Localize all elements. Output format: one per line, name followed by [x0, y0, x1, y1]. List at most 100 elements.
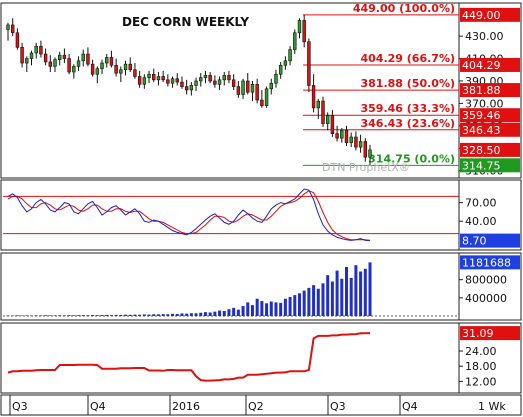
volume-bar — [138, 314, 142, 316]
volume-bar — [100, 315, 104, 316]
x-tick-label: Q3 — [330, 400, 346, 413]
panel-frame-oi — [0, 322, 522, 394]
volume-bar — [39, 315, 43, 316]
volume-bar — [105, 314, 109, 316]
volume-bar — [124, 314, 128, 316]
candle-body — [39, 45, 43, 55]
candle-body — [302, 20, 306, 43]
candle-body — [15, 32, 20, 48]
volume-bar — [222, 311, 226, 316]
volume-bar — [44, 315, 48, 316]
volume-bar — [241, 306, 245, 316]
candle-body — [133, 69, 137, 77]
candle-body — [10, 24, 15, 34]
candle-body — [293, 32, 297, 50]
fib-label: 359.46 (33.3%) — [361, 102, 456, 115]
volume-bar — [152, 314, 156, 316]
chart-title: DEC CORN WEEKLY — [122, 15, 249, 29]
candle-body — [325, 115, 330, 124]
candle-body — [62, 54, 67, 59]
volume-bar — [77, 315, 81, 316]
candle-body — [142, 77, 147, 85]
candle-body — [288, 49, 292, 62]
y-tick-label-price: 370.00 — [465, 97, 504, 110]
stoch-last-badge: 8.70 — [462, 235, 487, 248]
volume-bar — [189, 313, 193, 316]
volume-bar — [81, 315, 85, 316]
volume-bar — [128, 314, 132, 316]
volume-bar — [232, 307, 236, 316]
candle-body — [6, 24, 10, 30]
y-tick-label-oi: 12.00 — [465, 375, 497, 388]
candle-body — [217, 79, 222, 85]
candle-body — [105, 57, 109, 64]
volume-bar — [349, 277, 353, 316]
volume-panel — [3, 262, 459, 317]
candle-body — [335, 133, 339, 139]
y-tick-label-oi: 24.00 — [465, 345, 497, 358]
volume-bar — [316, 288, 320, 316]
volume-bar — [114, 314, 118, 316]
candle-body — [349, 136, 353, 143]
x-tick-label: Q2 — [248, 400, 264, 413]
volume-bar — [180, 313, 184, 316]
fib-badge-bg — [460, 108, 520, 123]
panel-frame-stoch — [0, 179, 522, 251]
candle-body — [180, 81, 184, 87]
fib-badge: 381.88 — [462, 84, 501, 97]
candle-body — [72, 66, 76, 73]
candle-body — [29, 52, 34, 59]
y-tick-label-stoch: 40.00 — [465, 215, 497, 228]
candle-body — [189, 85, 194, 91]
candle-body — [156, 76, 161, 81]
volume-bar — [297, 293, 301, 316]
volume-last-badge-bg — [460, 255, 520, 270]
volume-bar — [269, 301, 273, 316]
fib-badge-bg — [460, 7, 520, 22]
candle-body — [81, 53, 85, 62]
candle-body — [250, 84, 255, 93]
candle-body — [241, 80, 245, 95]
candle-body — [255, 84, 259, 101]
volume-bar — [30, 315, 34, 316]
oi-last-badge-bg — [460, 326, 520, 341]
candle-body — [344, 129, 349, 143]
volume-bar — [344, 266, 348, 316]
volume-bar — [48, 315, 52, 316]
volume-bar — [147, 314, 151, 316]
candle-body — [119, 69, 123, 74]
candle-body — [170, 78, 175, 84]
last-price-badge: 328.50 — [462, 144, 501, 157]
candle-body — [76, 60, 81, 67]
volume-bar — [72, 315, 76, 316]
fib-label: 404.29 (66.7%) — [361, 52, 456, 65]
fib-badge: 346.43 — [462, 124, 501, 137]
volume-bar — [95, 315, 99, 316]
volume-bar — [156, 314, 160, 316]
volume-bar — [86, 315, 90, 316]
x-tick-label: Q4 — [402, 400, 418, 413]
volume-bar — [199, 312, 203, 316]
candle-body — [368, 149, 372, 158]
candle-body — [283, 60, 288, 66]
volume-bar — [34, 315, 38, 316]
candle-body — [114, 64, 118, 74]
fib-badge: 404.29 — [462, 59, 501, 72]
candle-body — [363, 141, 368, 158]
volume-bar — [58, 315, 62, 316]
oi-last-badge: 31.09 — [462, 327, 494, 340]
candle-body — [311, 85, 316, 109]
candle-body — [48, 61, 53, 67]
candle-body — [128, 63, 132, 71]
candle-body — [90, 63, 95, 75]
volume-bar — [203, 312, 207, 316]
volume-bar — [166, 314, 170, 316]
candle-body — [100, 62, 104, 69]
stoch-k-line — [7, 188, 371, 242]
volume-bar — [368, 262, 372, 316]
candle-body — [86, 53, 90, 65]
volume-bar — [359, 271, 363, 316]
volume-bar — [288, 296, 292, 316]
stoch-last-badge-bg — [460, 233, 520, 248]
volume-bar — [255, 298, 259, 316]
